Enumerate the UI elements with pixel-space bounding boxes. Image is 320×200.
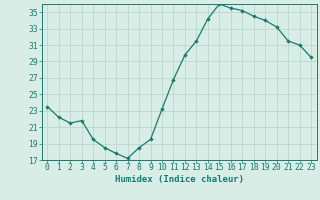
X-axis label: Humidex (Indice chaleur): Humidex (Indice chaleur) bbox=[115, 175, 244, 184]
